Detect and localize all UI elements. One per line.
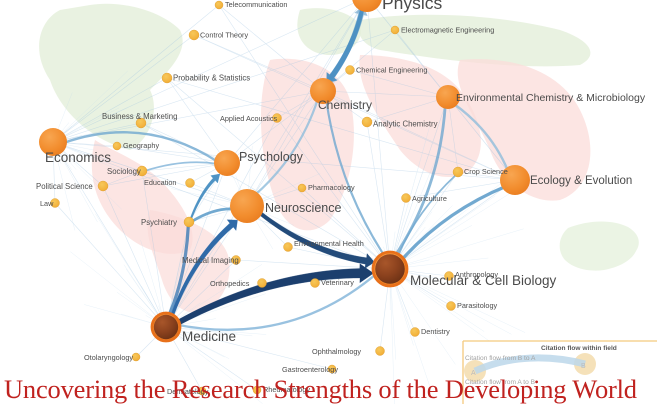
svg-text:Orthopedics: Orthopedics: [210, 279, 250, 288]
svg-text:Medicine: Medicine: [182, 329, 236, 344]
svg-text:Control Theory: Control Theory: [200, 31, 248, 40]
svg-text:Psychiatry: Psychiatry: [141, 218, 177, 227]
svg-text:Analytic Chemistry: Analytic Chemistry: [373, 120, 438, 129]
svg-text:Crop Science: Crop Science: [464, 167, 508, 176]
svg-text:B: B: [581, 363, 586, 370]
svg-text:Geography: Geography: [123, 141, 159, 150]
svg-text:Pharmacology: Pharmacology: [308, 183, 355, 192]
svg-text:Electromagnetic Engineering: Electromagnetic Engineering: [401, 26, 494, 35]
svg-text:Environmental Chemistry & Micr: Environmental Chemistry & Microbiology: [456, 92, 646, 104]
svg-text:Probability & Statistics: Probability & Statistics: [173, 74, 250, 83]
svg-text:Business & Marketing: Business & Marketing: [102, 112, 177, 121]
svg-text:Sociology: Sociology: [107, 167, 141, 176]
svg-text:Chemistry: Chemistry: [318, 98, 372, 112]
svg-text:Environmental Health: Environmental Health: [294, 239, 364, 248]
svg-text:Physics: Physics: [382, 0, 443, 13]
svg-text:Citation flow from B to A: Citation flow from B to A: [465, 355, 536, 362]
svg-text:Psychology: Psychology: [239, 150, 304, 164]
svg-text:Parasitology: Parasitology: [457, 301, 498, 310]
svg-text:Otolaryngology: Otolaryngology: [84, 353, 133, 362]
svg-text:Ecology & Evolution: Ecology & Evolution: [530, 175, 632, 187]
svg-text:Citation flow within field: Citation flow within field: [541, 345, 617, 352]
svg-text:Dentistry: Dentistry: [421, 327, 450, 336]
svg-text:Economics: Economics: [45, 150, 111, 165]
svg-text:Gastroenterology: Gastroenterology: [282, 365, 338, 374]
svg-text:Political Science: Political Science: [36, 182, 93, 191]
svg-text:Medical Imaging: Medical Imaging: [182, 256, 239, 265]
svg-text:Agriculture: Agriculture: [412, 194, 447, 203]
svg-text:Neuroscience: Neuroscience: [265, 201, 341, 215]
svg-text:Molecular & Cell Biology: Molecular & Cell Biology: [410, 273, 557, 288]
svg-text:Veterinary: Veterinary: [321, 278, 354, 287]
svg-text:Law: Law: [40, 199, 54, 208]
svg-text:Chemical Engineering: Chemical Engineering: [356, 66, 427, 75]
svg-text:Telecommunication: Telecommunication: [225, 0, 287, 9]
svg-text:Ophthalmology: Ophthalmology: [312, 347, 361, 356]
svg-text:Education: Education: [144, 178, 176, 187]
svg-text:Applied Acoustics: Applied Acoustics: [220, 114, 278, 123]
